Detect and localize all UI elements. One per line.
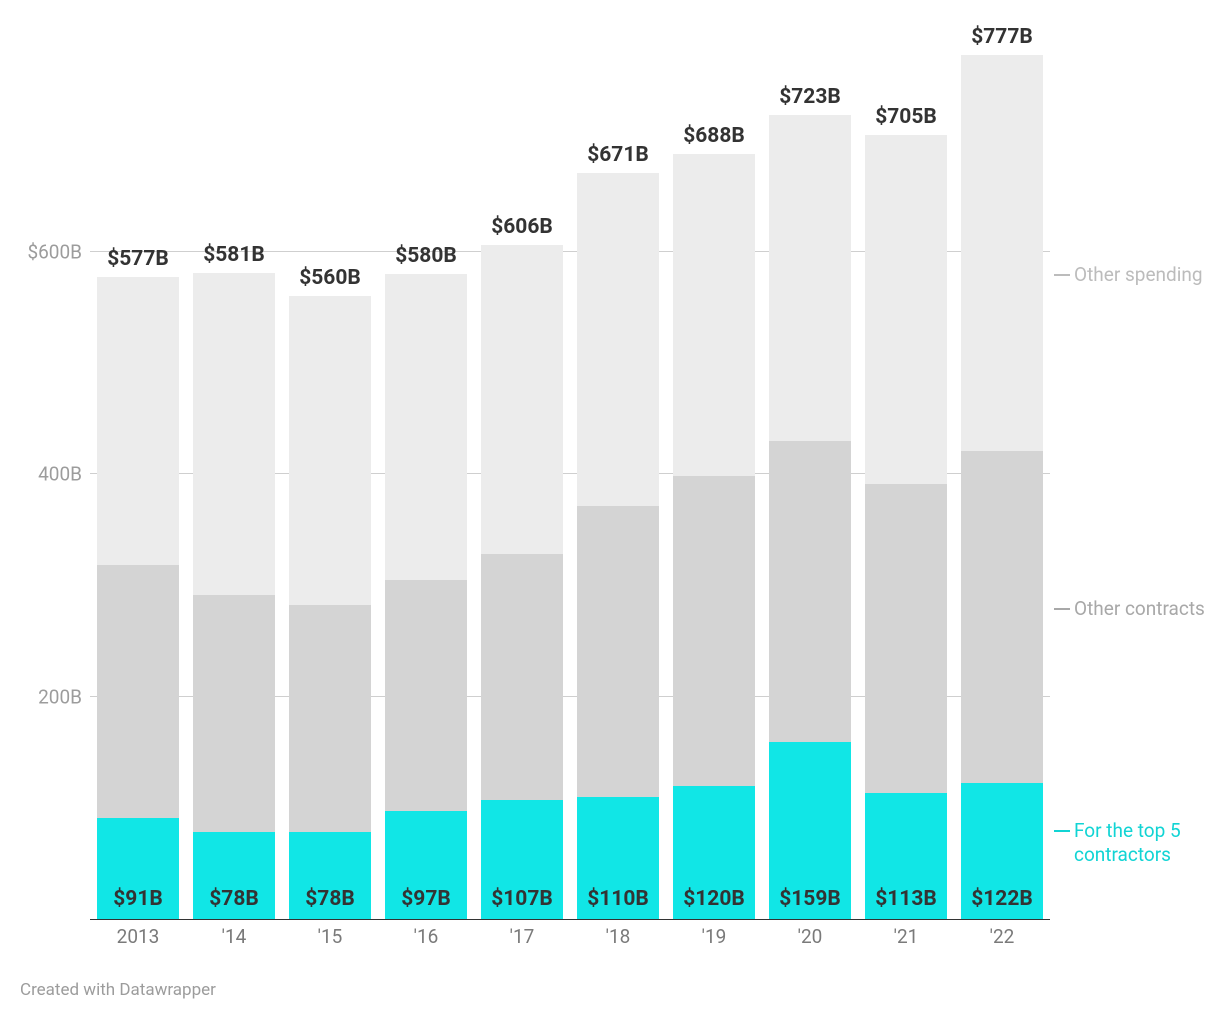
bar-total-label: $581B — [203, 243, 265, 267]
y-tick-label: 400B — [38, 463, 82, 486]
x-tick-label: '19 — [673, 925, 755, 948]
bar-top5-label: $78B — [209, 887, 259, 911]
bar-segment-other_contracts — [577, 506, 659, 796]
series-label-other_spending: Other spending — [1074, 263, 1220, 287]
x-tick-label: '16 — [385, 925, 467, 948]
stacked-bar-chart: $577B$91B$581B$78B$560B$78B$580B$97B$606… — [20, 20, 1200, 980]
bar-segment-other_contracts — [961, 451, 1043, 784]
bar-segment-other_contracts — [97, 565, 179, 818]
bar-total-label: $577B — [107, 247, 169, 271]
bar-top5-label: $159B — [779, 887, 841, 911]
bar-column: $777B$122B — [961, 55, 1043, 919]
x-tick-label: '20 — [769, 925, 851, 948]
bar-column: $671B$110B — [577, 173, 659, 919]
bar-column: $688B$120B — [673, 154, 755, 919]
series-label-text: For the top 5 contractors — [1074, 819, 1181, 866]
series-label-text: Other contracts — [1074, 597, 1205, 620]
bar-top5-label: $107B — [491, 887, 553, 911]
bar-column: $560B$78B — [289, 296, 371, 919]
series-label-other_contracts: Other contracts — [1074, 597, 1220, 621]
bar-total-label: $580B — [395, 244, 457, 268]
series-label-text: Other spending — [1074, 263, 1203, 286]
bar-total-label: $606B — [491, 215, 553, 239]
bar-segment-other_spending — [961, 55, 1043, 451]
bar-column: $606B$107B — [481, 245, 563, 919]
series-label-tick — [1054, 274, 1070, 276]
bar-total-label: $777B — [971, 25, 1033, 49]
plot-area: $577B$91B$581B$78B$560B$78B$580B$97B$606… — [90, 30, 1050, 920]
bar-top5-label: $122B — [971, 887, 1033, 911]
credit-text: Created with Datawrapper — [20, 980, 216, 1000]
y-tick-label: 200B — [38, 685, 82, 708]
bar-segment-other_contracts — [673, 476, 755, 785]
bar-column: $581B$78B — [193, 273, 275, 919]
bar-column: $577B$91B — [97, 277, 179, 919]
bar-segment-other_spending — [769, 115, 851, 441]
bar-total-label: $671B — [587, 143, 649, 167]
bar-total-label: $560B — [299, 266, 361, 290]
bar-segment-other_contracts — [481, 554, 563, 800]
bar-segment-other_spending — [193, 273, 275, 596]
bar-top5-label: $110B — [587, 887, 649, 911]
series-label-top5: For the top 5 contractors — [1074, 819, 1220, 867]
x-tick-label: '14 — [193, 925, 275, 948]
x-tick-label: '15 — [289, 925, 371, 948]
series-label-tick — [1054, 608, 1070, 610]
bar-segment-other_contracts — [289, 605, 371, 832]
bar-segment-other_spending — [673, 154, 755, 477]
series-label-tick — [1054, 830, 1070, 832]
bar-top5-label: $78B — [305, 887, 355, 911]
bar-segment-other_spending — [481, 245, 563, 554]
bar-segment-other_contracts — [193, 595, 275, 832]
x-tick-label: '18 — [577, 925, 659, 948]
bar-segment-other_contracts — [769, 441, 851, 742]
bar-segment-other_spending — [97, 277, 179, 565]
y-tick-label: $600B — [27, 240, 82, 263]
bar-column: $705B$113B — [865, 135, 947, 919]
bar-segment-other_spending — [385, 274, 467, 580]
bars-container: $577B$91B$581B$78B$560B$78B$580B$97B$606… — [90, 30, 1050, 919]
bar-segment-other_spending — [865, 135, 947, 484]
x-tick-label: '21 — [865, 925, 947, 948]
bar-top5-label: $91B — [113, 887, 163, 911]
bar-segment-other_contracts — [385, 580, 467, 811]
bar-total-label: $705B — [875, 105, 937, 129]
bar-top5-label: $97B — [401, 887, 451, 911]
bar-total-label: $688B — [683, 124, 745, 148]
x-tick-label: '17 — [481, 925, 563, 948]
bar-column: $580B$97B — [385, 274, 467, 919]
bar-segment-other_contracts — [865, 484, 947, 793]
bar-top5-label: $120B — [683, 887, 745, 911]
bar-segment-other_spending — [289, 296, 371, 605]
x-axis: 2013 '14 '15 '16 '17 '18 '19 '20 '21 '22 — [90, 925, 1050, 948]
bar-column: $723B$159B — [769, 115, 851, 919]
x-tick-label: '22 — [961, 925, 1043, 948]
bar-segment-other_spending — [577, 173, 659, 507]
x-tick-label: 2013 — [97, 925, 179, 948]
bar-total-label: $723B — [779, 85, 841, 109]
bar-top5-label: $113B — [875, 887, 937, 911]
